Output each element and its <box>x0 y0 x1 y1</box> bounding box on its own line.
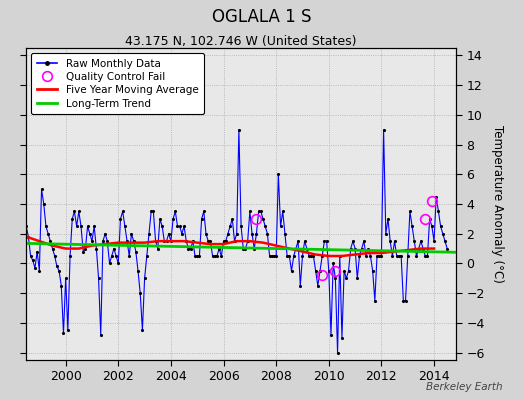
Y-axis label: Temperature Anomaly (°C): Temperature Anomaly (°C) <box>491 125 504 283</box>
Title: 43.175 N, 102.746 W (United States): 43.175 N, 102.746 W (United States) <box>125 35 357 48</box>
Legend: Raw Monthly Data, Quality Control Fail, Five Year Moving Average, Long-Term Tren: Raw Monthly Data, Quality Control Fail, … <box>31 53 204 114</box>
Text: OGLALA 1 S: OGLALA 1 S <box>212 8 312 26</box>
Text: Berkeley Earth: Berkeley Earth <box>427 382 503 392</box>
